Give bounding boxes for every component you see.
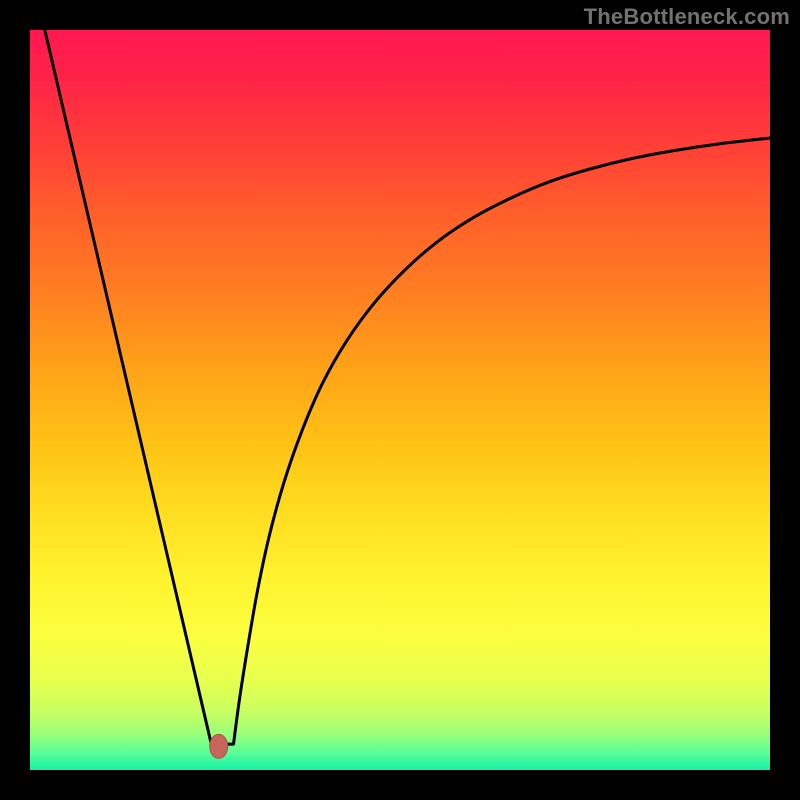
bottleneck-chart [0,0,800,800]
plot-background [30,30,770,770]
watermark-text: TheBottleneck.com [584,4,790,30]
optimal-point-marker [210,734,228,758]
chart-container: TheBottleneck.com [0,0,800,800]
